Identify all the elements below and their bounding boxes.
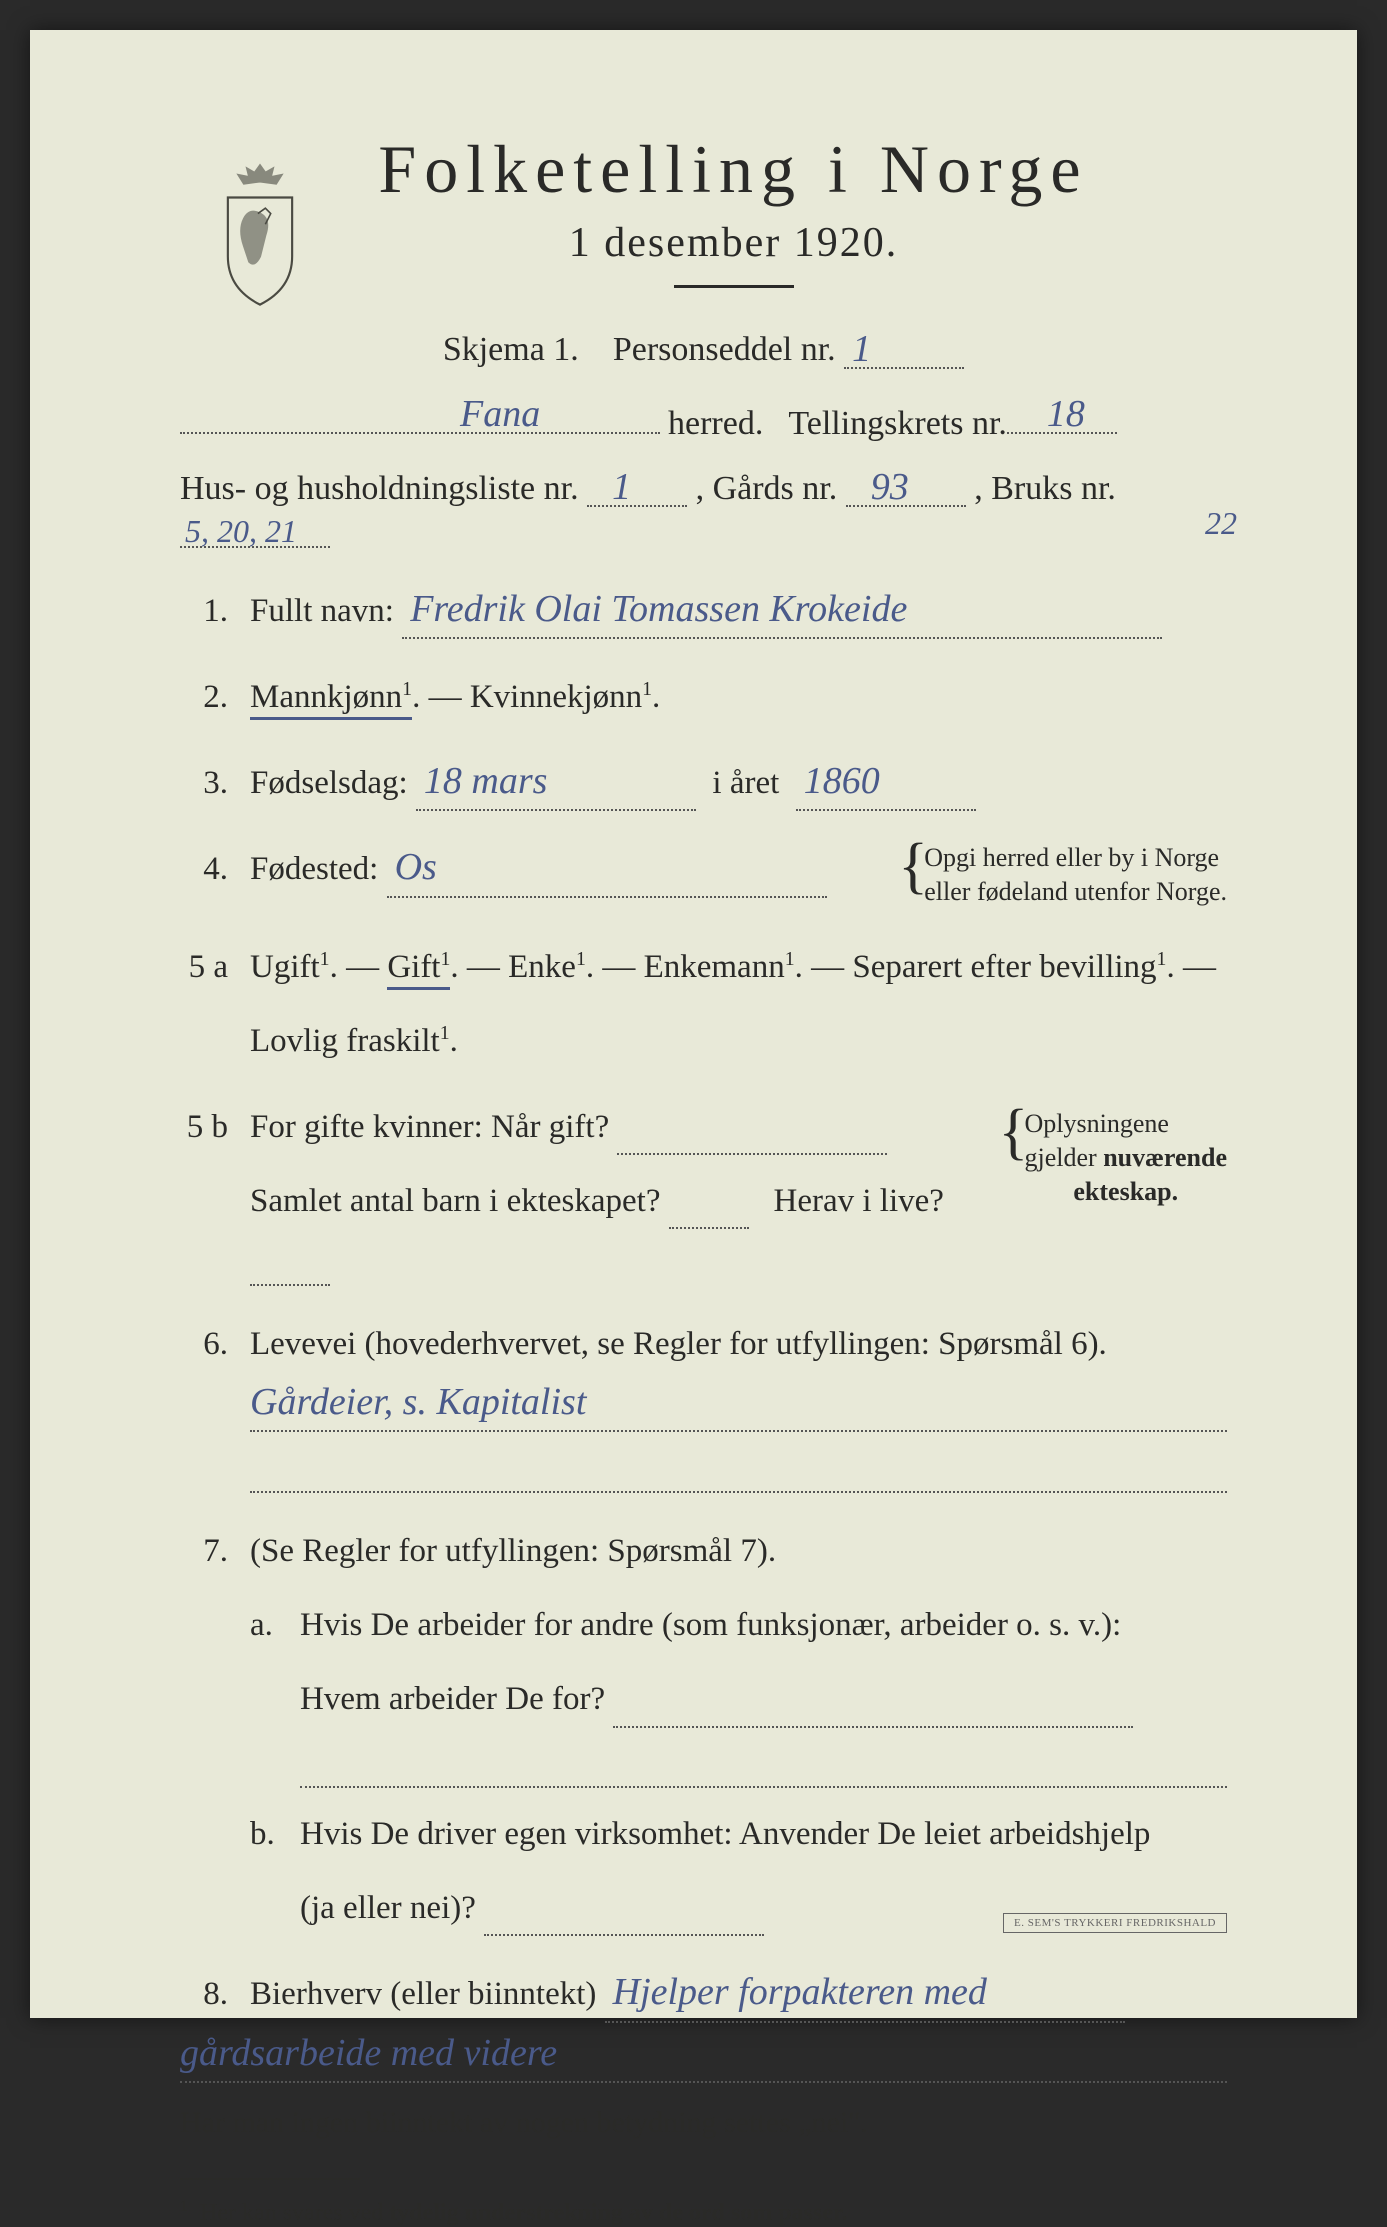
q6-value: Gårdeier, s. Kapitalist bbox=[250, 1370, 586, 1435]
q3-year-label: i året bbox=[712, 765, 779, 801]
tellingskrets-label: Tellingskrets nr. bbox=[788, 405, 1007, 443]
meta-husliste-row: Hus- og husholdningsliste nr. 1 , Gårds … bbox=[180, 467, 1227, 549]
q1-num: 1. bbox=[180, 583, 250, 639]
gards-label: , Gårds nr. bbox=[696, 469, 838, 506]
footnote: 1 Her kan svares ved tydelig understrekn… bbox=[180, 2198, 1227, 2227]
q5a: 5 a Ugift1. — Gift1. — Enke1. — Enkemann… bbox=[180, 939, 1227, 1069]
gards-value: 93 bbox=[871, 465, 909, 509]
husliste-value: 1 bbox=[612, 465, 631, 509]
q5b-l2a: Samlet antal barn i ekteskapet? bbox=[250, 1183, 661, 1219]
q7-num: 7. bbox=[180, 1523, 250, 1936]
q7b-t1: Hvis De driver egen virksomhet: Anvender… bbox=[300, 1806, 1227, 1862]
q1-label: Fullt navn: bbox=[250, 593, 394, 629]
q7b-t2: (ja eller nei)? bbox=[300, 1890, 476, 1926]
personseddel-value: 1 bbox=[852, 327, 871, 371]
q2-num: 2. bbox=[180, 669, 250, 725]
q1-value: Fredrik Olai Tomassen Krokeide bbox=[410, 577, 907, 642]
q5a-separert: Separert efter bevilling1 bbox=[852, 949, 1166, 985]
q8-label: Bierhverv (eller biinntekt) bbox=[250, 1976, 596, 2012]
q3-label: Fødselsdag: bbox=[250, 765, 408, 801]
skjema-label: Skjema 1. bbox=[443, 331, 579, 368]
q5b-note: Oplysningene gjelder nuværende ekteskap. bbox=[999, 1107, 1227, 1208]
q5a-gift: Gift1 bbox=[387, 949, 450, 990]
form-header: Folketelling i Norge 1 desember 1920. bbox=[180, 130, 1227, 288]
q4-value: Os bbox=[395, 835, 437, 900]
q2-kvinne: Kvinnekjønn1 bbox=[470, 679, 652, 715]
personseddel-label: Personseddel nr. bbox=[613, 331, 836, 368]
q4-label: Fødested: bbox=[250, 851, 378, 887]
q5a-num: 5 a bbox=[180, 939, 250, 1069]
meta-skjema-row: Skjema 1. Personseddel nr. 1 bbox=[180, 328, 1227, 369]
q4-note: Opgi herred eller by i Norge eller fødel… bbox=[898, 841, 1227, 909]
q7a-t1: Hvis De arbeider for andre (som funksjon… bbox=[300, 1597, 1227, 1653]
q7-label: (Se Regler for utfyllingen: Spørsmål 7). bbox=[250, 1533, 776, 1569]
printer-mark: E. SEM'S TRYKKERI FREDRIKSHALD bbox=[1003, 1913, 1227, 1933]
form-date: 1 desember 1920. bbox=[240, 219, 1227, 267]
q7b-letter: b. bbox=[250, 1806, 300, 1936]
q5a-ugift: Ugift1 bbox=[250, 949, 330, 985]
q7a: a. Hvis De arbeider for andre (som funks… bbox=[250, 1597, 1227, 1788]
herred-label: herred. bbox=[668, 405, 763, 443]
coat-of-arms-icon bbox=[205, 160, 315, 310]
bruks-value-2: 22 bbox=[1205, 505, 1237, 542]
tellingskrets-value: 18 bbox=[1047, 392, 1085, 436]
census-form-page: Folketelling i Norge 1 desember 1920. Sk… bbox=[30, 30, 1357, 2018]
q4: 4. Fødested: Os Opgi herred eller by i N… bbox=[180, 841, 1227, 909]
q5a-enkemann: Enkemann1 bbox=[644, 949, 795, 985]
q5b-l2b: Herav i live? bbox=[774, 1183, 944, 1219]
q8-v1: Hjelper forpakteren med bbox=[613, 1960, 987, 2025]
q5b: 5 b For gifte kvinner: Når gift? Samlet … bbox=[180, 1099, 1227, 1285]
q8-footer: Har man ingen biinntekt av nogen betydni… bbox=[180, 2097, 1227, 2148]
q5a-enke: Enke1 bbox=[508, 949, 586, 985]
q3: 3. Fødselsdag: 18 mars i året 1860 bbox=[180, 755, 1227, 811]
bruks-label: , Bruks nr. bbox=[974, 469, 1116, 506]
q8: 8. Bierhverv (eller biinntekt) Hjelper f… bbox=[180, 1966, 1227, 2148]
q3-year-value: 1860 bbox=[804, 749, 880, 814]
footnote-rule bbox=[180, 2178, 360, 2180]
q5a-lovlig: Lovlig fraskilt1 bbox=[250, 1023, 450, 1059]
q5b-num: 5 b bbox=[180, 1099, 250, 1285]
q1: 1. Fullt navn: Fredrik Olai Tomassen Kro… bbox=[180, 583, 1227, 639]
bruks-value: 5, 20, 21 bbox=[185, 513, 297, 550]
husliste-label: Hus- og husholdningsliste nr. bbox=[180, 469, 579, 506]
q4-num: 4. bbox=[180, 841, 250, 909]
q6: 6. Levevei (hovederhvervet, se Regler fo… bbox=[180, 1316, 1227, 1494]
q6-label: Levevei (hovederhvervet, se Regler for u… bbox=[250, 1326, 1107, 1362]
form-title: Folketelling i Norge bbox=[240, 130, 1227, 209]
header-divider bbox=[674, 285, 794, 288]
meta-herred-row: Fana herred. Tellingskrets nr. 18 bbox=[180, 393, 1227, 443]
q5b-l1: For gifte kvinner: Når gift? bbox=[250, 1109, 609, 1145]
q7a-letter: a. bbox=[250, 1597, 300, 1788]
q6-num: 6. bbox=[180, 1316, 250, 1494]
q2: 2. Mannkjønn1. — Kvinnekjønn1. bbox=[180, 669, 1227, 725]
q8-v2: gårdsarbeide med videre bbox=[180, 2021, 557, 2086]
q2-mann: Mannkjønn1 bbox=[250, 679, 412, 720]
q7a-t2: Hvem arbeider De for? bbox=[300, 1681, 605, 1717]
q3-num: 3. bbox=[180, 755, 250, 811]
herred-value: Fana bbox=[460, 392, 540, 436]
q7: 7. (Se Regler for utfyllingen: Spørsmål … bbox=[180, 1523, 1227, 1936]
q3-day-value: 18 mars bbox=[424, 749, 548, 814]
